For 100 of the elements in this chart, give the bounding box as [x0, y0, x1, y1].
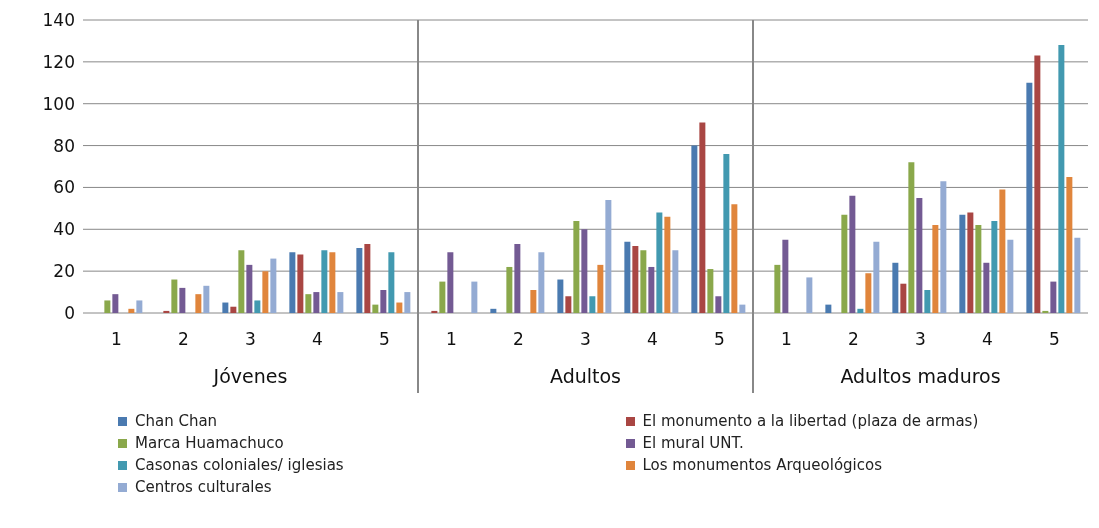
- bar: [321, 250, 328, 313]
- bar: [605, 199, 612, 313]
- bar: [222, 302, 229, 313]
- text: Adultos: [549, 365, 622, 387]
- bar: [999, 189, 1006, 313]
- bar: [715, 296, 722, 313]
- bar: [1007, 239, 1014, 313]
- bar: [230, 306, 237, 313]
- legend-label: Casonas coloniales/ iglesias: [135, 456, 344, 474]
- bar: [892, 262, 899, 313]
- bar: [490, 308, 497, 313]
- bar: [506, 266, 513, 313]
- bar: [404, 292, 411, 313]
- x-tick-label: 5: [1049, 329, 1060, 350]
- bar: [731, 204, 738, 313]
- x-tick-label: 4: [982, 329, 993, 350]
- bar: [825, 304, 832, 313]
- legend-label: Marca Huamachuco: [135, 434, 284, 452]
- bar: [254, 300, 261, 313]
- bar: [739, 304, 746, 313]
- bar: [841, 214, 848, 313]
- bar: [112, 294, 119, 313]
- bar: [806, 277, 813, 313]
- bar: [991, 220, 998, 313]
- bar: [313, 292, 320, 313]
- x-tick-label: 1: [111, 329, 122, 350]
- bar: [774, 264, 781, 313]
- legend-label: Los monumentos Arqueológicos: [642, 456, 883, 474]
- bar: [581, 229, 588, 313]
- bar: [329, 252, 336, 313]
- bar: [597, 264, 604, 313]
- bar: [388, 252, 395, 313]
- x-tick-label: 2: [178, 329, 189, 350]
- bar: [1066, 176, 1073, 313]
- x-tick-label: 1: [781, 329, 792, 350]
- legend-label: El mural UNT.: [642, 434, 744, 452]
- bar: [364, 243, 371, 313]
- bar: [565, 296, 572, 313]
- x-tick-label: 4: [647, 329, 658, 350]
- bar: [640, 250, 647, 313]
- y-tick-label: 100: [42, 93, 75, 114]
- y-tick-label: 60: [53, 177, 75, 198]
- bar: [900, 283, 907, 313]
- x-tick-label: 3: [580, 329, 591, 350]
- bar: [967, 212, 974, 313]
- bar: [672, 250, 679, 313]
- text: Adultos maduros: [839, 365, 1002, 387]
- y-tick-label: 20: [53, 261, 75, 282]
- x-tick-label: 3: [915, 329, 926, 350]
- x-tick-label: 4: [312, 329, 323, 350]
- bar: [262, 271, 269, 313]
- y-tick-label: 80: [53, 135, 75, 156]
- bar: [707, 269, 714, 313]
- bar: [203, 285, 210, 313]
- bar: [179, 287, 186, 313]
- bar: [940, 181, 947, 313]
- bar: [439, 281, 446, 313]
- bar: [873, 241, 880, 313]
- bar: [916, 197, 923, 313]
- y-tick-label: 140: [42, 10, 75, 31]
- bar: [471, 281, 478, 313]
- bar: [932, 225, 939, 313]
- bar: [975, 225, 982, 313]
- bar: [246, 264, 253, 313]
- x-tick-label: 5: [714, 329, 725, 350]
- bar: [372, 304, 379, 313]
- bar: [128, 308, 135, 313]
- bar: [297, 254, 304, 313]
- bar: [849, 195, 856, 313]
- bar: [557, 279, 564, 313]
- bar: [865, 273, 872, 313]
- bar: [983, 262, 990, 313]
- legend-label: Chan Chan: [135, 412, 218, 430]
- x-tick-label: 3: [245, 329, 256, 350]
- y-tick-label: 0: [64, 303, 75, 324]
- bar: [648, 266, 655, 313]
- bar: [171, 279, 178, 313]
- bar: [530, 289, 537, 313]
- bar: [447, 252, 454, 313]
- bar: [699, 122, 706, 313]
- bar: [514, 243, 521, 313]
- bar: [270, 258, 277, 313]
- bar: [104, 300, 111, 313]
- bar: [538, 252, 545, 313]
- bar: [1058, 45, 1065, 313]
- bar: [380, 289, 387, 313]
- bar: [632, 246, 639, 313]
- bar: [136, 300, 143, 313]
- bar: [691, 145, 698, 313]
- bar: [1074, 237, 1081, 313]
- bar: [337, 292, 344, 313]
- bar: [857, 308, 864, 313]
- bar: [656, 212, 663, 313]
- x-tick-label: 2: [513, 329, 524, 350]
- bar: [356, 248, 363, 313]
- bar: [195, 294, 202, 313]
- bar: [1050, 281, 1057, 313]
- legend-label: Centros culturales: [135, 478, 272, 496]
- bar: [959, 214, 966, 313]
- bar: [924, 289, 931, 313]
